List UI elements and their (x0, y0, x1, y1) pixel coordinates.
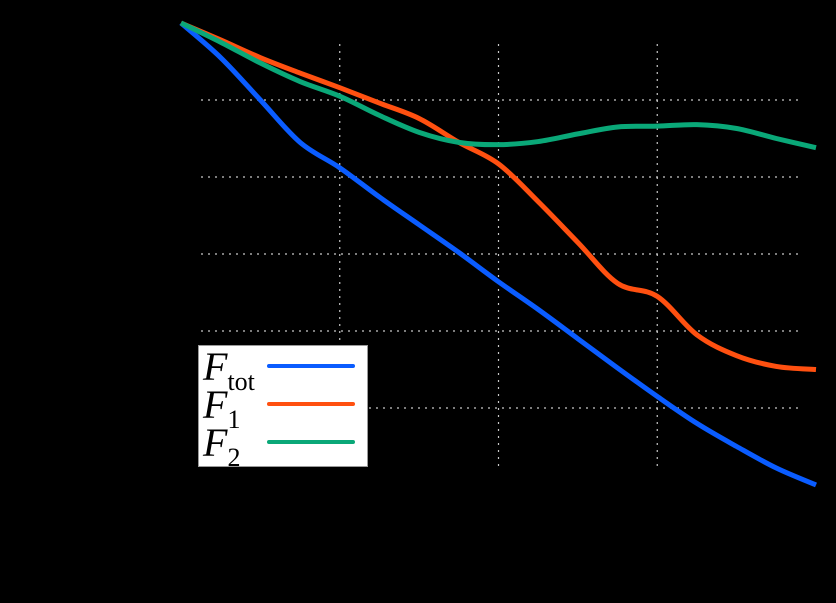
legend: Ftot F1 F2 (198, 344, 368, 472)
series-line-ftot (179, 21, 817, 488)
legend-item-f1: F1 (199, 382, 367, 434)
legend-label-f1: F1 (203, 382, 241, 434)
series-line-f1 (180, 20, 817, 372)
series-lines (179, 20, 817, 488)
legend-swatch-ftot (267, 364, 355, 368)
legend-item-ftot: Ftot (199, 344, 367, 396)
series-line-f2 (179, 20, 817, 151)
legend-label-f2: F2 (203, 420, 241, 472)
legend-swatch-f1 (267, 402, 355, 406)
legend-item-f2: F2 (199, 420, 367, 472)
grid-lines (201, 44, 798, 466)
legend-label-ftot: Ftot (203, 344, 255, 396)
legend-swatch-f2 (267, 440, 355, 444)
